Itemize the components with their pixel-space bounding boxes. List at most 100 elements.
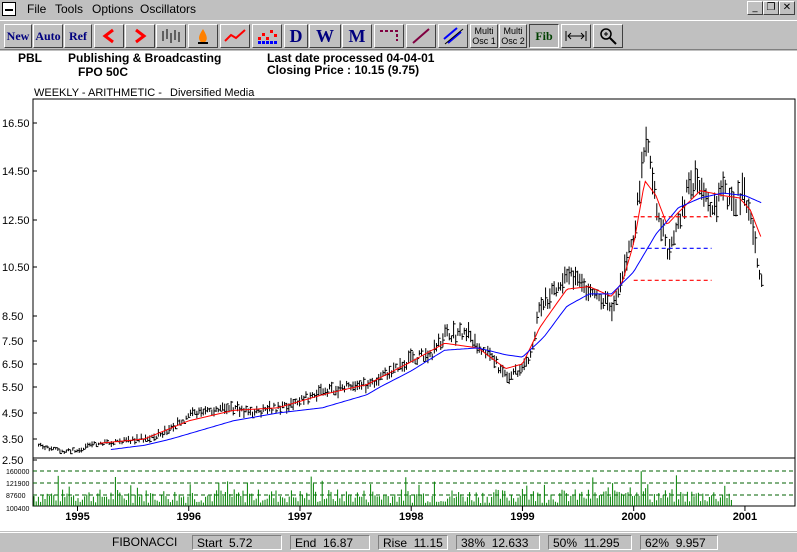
multi-osc-2-line1: Multi [503,26,523,36]
zoom-button[interactable] [593,24,623,48]
monthly-button[interactable]: M [342,24,372,48]
status-38-value: 12.633 [491,536,529,550]
y-tick-label: 7.50 [2,336,23,348]
x-tick-label: 2001 [733,511,757,523]
auto-button[interactable]: Auto [33,24,63,48]
company-name: Publishing & Broadcasting [68,51,222,65]
candle-button[interactable] [188,24,218,48]
status-38: 38% 12.633 [456,535,540,550]
sector-label: Diversified Media [170,87,255,99]
scroll-right-button[interactable] [125,24,155,48]
status-end-value: 16.87 [323,536,354,550]
fib-button[interactable]: Fib [529,24,559,48]
fibonacci-levels [633,216,712,281]
weekly-button[interactable]: W [309,24,341,48]
close-button[interactable]: ✕ [779,1,795,15]
dashed-box-icon [380,30,398,41]
status-50-value: 11.295 [583,536,620,550]
x-axis: 1995 1996 1997 1998 1999 2000 2001 [65,506,757,523]
menu-file[interactable]: File [27,2,47,16]
x-tick-label: 1998 [399,511,423,523]
y-tick-label: 4.50 [2,408,23,420]
status-rise-label: Rise [383,536,408,550]
symbol-label: PBL [18,51,42,65]
y-tick-label: 16.50 [2,118,30,130]
x-tick-label: 1996 [176,511,200,523]
volume-tick-label: 100400 [6,506,29,513]
arrow-left-icon [102,28,114,44]
bar-chart-icon [162,29,180,43]
status-end: End 16.87 [290,535,370,550]
status-start-label: Start [197,536,223,550]
volume-tick-label: 160000 [6,469,29,476]
x-tick-label: 1995 [65,511,89,523]
multi-osc-2-button[interactable]: Multi Osc 2 [499,24,527,48]
volume-plot-frame [32,457,796,507]
arrow-right-icon [135,28,147,44]
magnifier-icon [600,28,617,45]
price-bars [38,126,764,455]
status-start-value: 5.72 [229,536,253,550]
menu-options[interactable]: Options [92,2,134,16]
flame-icon [198,29,208,44]
line-chart-button[interactable] [220,24,250,48]
multi-osc-1-line1: Multi [474,26,494,36]
y-tick-label: 8.50 [2,311,23,323]
minimize-button[interactable]: _ [747,1,763,15]
status-38-label: 38% [461,536,486,550]
status-62-value: 9.957 [675,536,706,550]
price-chart[interactable]: 16.50 14.50 12.50 10.50 8.50 7.50 6.50 5.50 4.50… [0,51,797,531]
last-date: Last date processed 04-04-01 [267,51,435,65]
trendline-button[interactable] [406,24,436,48]
status-end-label: End [295,536,317,550]
new-button[interactable]: New [4,24,32,48]
chart-panel[interactable]: PBL Publishing & Broadcasting FPO 50C La… [0,51,797,531]
multi-osc-1-line2: Osc 1 [472,36,496,46]
menu-bar: File Tools Options Oscillators _ ❐ ✕ [0,0,797,18]
status-start: Start 5.72 [192,535,282,550]
channel-button[interactable] [438,24,468,48]
point-figure-button[interactable] [252,24,282,48]
security-sub: FPO 50C [78,65,129,79]
chart-mode: WEEKLY - ARITHMETIC - [34,87,162,99]
restore-button[interactable]: ❐ [763,1,779,15]
short-average-line [99,180,762,444]
y-tick-label: 2.50 [2,455,23,467]
status-50: 50% 11.295 [548,535,632,550]
status-mode: FIBONACCI [112,535,178,549]
measure-button[interactable] [561,24,591,48]
ref-button[interactable]: Ref [64,24,92,48]
long-average-line [110,192,762,450]
grid-dots-icon [258,30,277,44]
y-tick-label: 12.50 [2,215,30,227]
bar-chart-button[interactable] [156,24,186,48]
x-tick-label: 2000 [621,511,645,523]
trendline-icon [412,28,430,44]
menu-tools[interactable]: Tools [55,2,84,16]
y-axis: 16.50 14.50 12.50 10.50 8.50 7.50 6.50 5.50 4.50… [2,118,37,467]
app-icon[interactable] [2,2,16,16]
volume-tick-label: 87600 [6,493,26,500]
volume-axis: 160000 121900 87600 100400 [6,469,795,513]
scroll-left-button[interactable] [94,24,124,48]
status-62: 62% 9.957 [640,535,718,550]
y-tick-label: 14.50 [2,166,30,178]
menu-oscillators[interactable]: Oscillators [140,2,197,16]
toolbar: New Auto Ref D W M Multi Osc 1 Multi [0,20,797,50]
multi-osc-2-line2: Osc 2 [501,36,525,46]
status-bar: FIBONACCI Start 5.72 End 16.87 Rise 11.1… [0,532,797,552]
volume-tick-label: 121900 [6,481,29,488]
status-rise-value: 11.15 [413,536,443,550]
moving-averages [99,180,762,450]
box-tool-button[interactable] [374,24,404,48]
status-rise: Rise 11.15 [378,535,448,550]
multi-osc-1-button[interactable]: Multi Osc 1 [470,24,498,48]
y-tick-label: 3.50 [2,434,23,446]
y-tick-label: 10.50 [2,262,30,274]
x-tick-label: 1997 [288,511,312,523]
daily-button[interactable]: D [284,24,308,48]
status-62-label: 62% [645,536,670,550]
status-50-label: 50% [553,536,578,550]
x-tick-label: 1999 [510,511,534,523]
closing-price: Closing Price : 10.15 (9.75) [267,63,420,77]
